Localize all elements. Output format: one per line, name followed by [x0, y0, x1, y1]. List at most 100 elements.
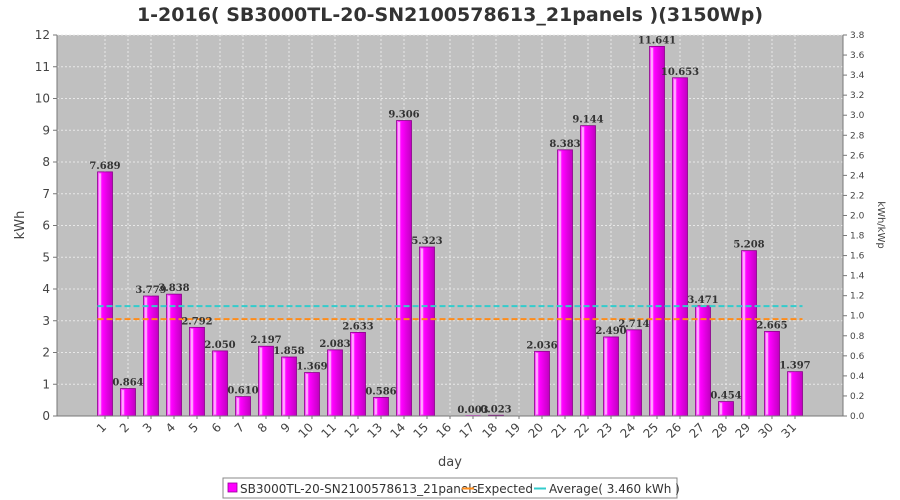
y2-tick-label: 1.6 [850, 252, 865, 262]
data-label: 2.197 [250, 335, 281, 346]
y-tick-label: 6 [42, 219, 50, 233]
data-label: 2.714 [618, 319, 649, 330]
chart-title: 1-2016( SB3000TL-20-SN2100578613_21panel… [137, 4, 763, 26]
x-tick-label: 9 [278, 420, 293, 435]
bar-highlight [214, 352, 217, 415]
bar-highlight [628, 331, 631, 415]
x-tick-label: 27 [686, 420, 707, 441]
x-tick-label: 3 [140, 420, 155, 435]
y-tick-label: 7 [42, 187, 50, 201]
legend-label-average: Average( 3.460 kWh ) [549, 482, 680, 496]
bar-highlight [145, 297, 148, 415]
legend-label-expected: Expected [477, 482, 533, 496]
y-tick-label: 2 [42, 346, 50, 360]
y-tick-label: 11 [35, 60, 50, 74]
bar-highlight [398, 122, 401, 415]
data-label: 1.858 [273, 346, 304, 357]
legend-box [222, 477, 678, 499]
bar-highlight [191, 328, 194, 415]
x-tick-label: 31 [778, 420, 799, 441]
x-tick-label: 23 [594, 420, 615, 441]
data-label: 3.838 [158, 283, 189, 294]
data-label: 2.490 [595, 326, 626, 337]
y2-tick-label: 0.8 [850, 332, 865, 342]
y2-axis-label: kWh/kWp [875, 201, 886, 248]
y-tick-label: 1 [42, 377, 50, 391]
data-label: 0.610 [227, 386, 258, 397]
x-tick-label: 10 [295, 420, 316, 441]
x-axis: 1 2 3 4 5 6 7 8 9 10 11 12 13 14 15 16 17 18 19 20 21 22 23 24 2… [57, 415, 843, 441]
bar-highlight [168, 295, 171, 415]
x-tick-label: 20 [525, 420, 546, 441]
y2-tick-label: 1.2 [850, 292, 864, 302]
data-label: 2.665 [756, 320, 787, 331]
legend-swatch-bar [227, 482, 238, 493]
bar-highlight [122, 390, 125, 415]
bar-highlight [743, 252, 746, 415]
x-tick-label: 2 [117, 420, 132, 435]
bar-highlight [720, 403, 723, 415]
bar-highlight [375, 398, 378, 415]
data-label: 0.454 [710, 391, 741, 402]
x-tick-label: 17 [456, 420, 477, 441]
y-tick-label: 10 [35, 92, 50, 106]
y2-tick-label: 0.6 [850, 352, 865, 362]
data-label: 11.641 [638, 35, 676, 46]
x-tick-label: 24 [617, 420, 638, 441]
data-label: 5.323 [411, 236, 442, 247]
y2-tick-label: 2.0 [850, 211, 865, 221]
x-axis-label: day [438, 455, 462, 470]
data-label: 5.208 [733, 240, 764, 251]
bar-highlight [237, 398, 240, 415]
y2-tick-label: 3.4 [850, 71, 865, 81]
y2-tick-label: 0.4 [850, 372, 865, 382]
data-label: 10.653 [661, 67, 699, 78]
x-tick-label: 15 [410, 420, 431, 441]
data-label: 0.003 [457, 405, 488, 416]
bar-highlight [99, 173, 102, 415]
y2-tick-label: 3.0 [850, 111, 865, 121]
legend-label-bar: SB3000TL-20-SN2100578613_21panels [240, 482, 478, 496]
x-tick-label: 4 [163, 420, 178, 435]
bar-highlight [651, 47, 654, 415]
x-tick-label: 5 [186, 420, 201, 435]
bar-highlight [283, 358, 286, 415]
x-tick-label: 11 [318, 420, 339, 441]
bar-highlight [674, 79, 677, 415]
data-label: 8.383 [549, 139, 580, 150]
x-tick-label: 12 [341, 420, 362, 441]
y-tick-label: 12 [35, 28, 50, 42]
y-tick-label: 3 [42, 314, 50, 328]
data-label: 1.397 [779, 361, 810, 372]
y-tick-label: 8 [42, 155, 50, 169]
reference-lines [97, 305, 803, 321]
x-tick-label: 16 [433, 420, 454, 441]
y2-tick-label: 2.2 [850, 191, 864, 201]
x-tick-label: 6 [209, 420, 224, 435]
y2-tick-label: 2.4 [850, 171, 865, 181]
data-label: 1.369 [296, 362, 327, 373]
y-tick-label: 4 [42, 282, 50, 296]
y2-tick-label: 1.8 [850, 232, 865, 242]
data-label: 7.689 [89, 161, 120, 172]
bar-highlight [582, 127, 585, 415]
y2-tick-label: 3.8 [850, 31, 865, 41]
data-label: 3.471 [687, 295, 718, 306]
data-label: 2.792 [181, 316, 212, 327]
x-tick-label: 22 [571, 420, 592, 441]
bar-highlight [536, 352, 539, 415]
y2-tick-label: 2.6 [850, 151, 865, 161]
x-tick-label: 19 [502, 420, 523, 441]
y2-tick-label: 1.0 [850, 312, 865, 322]
x-tick-label: 13 [364, 420, 385, 441]
data-label: 2.083 [319, 339, 350, 350]
data-label: 2.633 [342, 321, 373, 332]
y-tick-label: 5 [42, 250, 50, 264]
x-tick-label: 21 [548, 420, 569, 441]
x-tick-label: 25 [640, 420, 661, 441]
x-tick-label: 30 [755, 420, 776, 441]
y-tick-label: 0 [42, 409, 50, 423]
y2-tick-label: 3.2 [850, 91, 864, 101]
